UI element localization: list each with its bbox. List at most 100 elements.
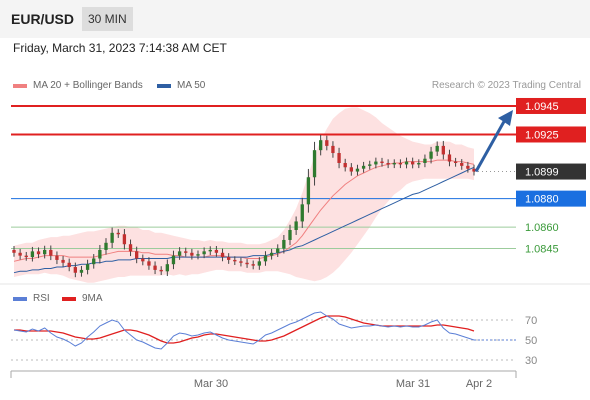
candle-body	[98, 249, 102, 259]
candle-body	[208, 249, 212, 252]
candle-body	[429, 151, 433, 159]
symbol-title: EUR/USD	[11, 11, 75, 27]
candle-body	[386, 162, 390, 165]
last-price-label: 1.0899	[525, 167, 559, 179]
candle-body	[251, 264, 255, 266]
candle-body	[374, 161, 378, 165]
level-label-3: 1.0880	[525, 194, 559, 206]
level-label-5: 1.0845	[525, 244, 559, 256]
candle-body	[453, 161, 458, 163]
candle-body	[441, 145, 445, 155]
candle-body	[466, 165, 470, 169]
x-tick-label: Mar 31	[396, 378, 430, 390]
legend-label-ma20: MA 20 + Bollinger Bands	[33, 80, 143, 91]
candle-body	[417, 162, 421, 165]
candle-body	[128, 244, 133, 252]
candle-body	[171, 255, 176, 265]
candle-body	[269, 252, 274, 256]
ma20-line	[13, 159, 475, 262]
candle-body	[49, 249, 53, 256]
rsi-tick-label: 50	[525, 335, 537, 347]
legend-label-ma50: MA 50	[177, 80, 206, 91]
candle-body	[165, 264, 169, 272]
candle-body	[36, 251, 41, 255]
candle-body	[239, 261, 243, 263]
candle-body	[355, 168, 360, 172]
timeframe-badge[interactable]: 30 MIN	[82, 7, 133, 31]
candle-body	[61, 259, 65, 263]
candle-body	[447, 154, 452, 162]
candle-body	[472, 168, 476, 172]
candle-body	[202, 251, 206, 255]
legend-9ma: 9MA	[62, 293, 103, 304]
bollinger-band	[14, 107, 474, 283]
x-tick-label: Apr 2	[466, 378, 492, 390]
candle-body	[159, 269, 163, 272]
legend-swatch-9ma	[62, 296, 76, 301]
legend-swatch-rsi	[13, 296, 27, 301]
candle-body	[73, 267, 77, 273]
candle-body	[79, 269, 84, 273]
legend-swatch-ma50	[157, 83, 171, 88]
candle-body	[325, 140, 329, 146]
level-badge-3	[516, 190, 586, 207]
candle-body	[85, 264, 90, 270]
candle-body	[380, 161, 384, 163]
rsi-tick-label: 70	[525, 315, 537, 327]
candle-body	[288, 229, 292, 240]
candle-body	[30, 251, 35, 258]
candle-body	[153, 265, 157, 270]
level-badge-0	[516, 97, 586, 114]
credit-text: Research © 2023 Trading Central	[431, 80, 581, 91]
candle-body	[55, 255, 59, 260]
level-label-1: 1.0925	[525, 129, 559, 141]
candle-body	[398, 162, 403, 165]
candle-body	[404, 161, 409, 165]
candle-body	[135, 251, 139, 259]
candle-body	[177, 251, 182, 256]
candle-body	[116, 232, 120, 235]
candle-body	[92, 258, 96, 265]
projection-arrow-shaft	[474, 117, 508, 173]
x-tick-label: Mar 30	[194, 378, 228, 390]
level-badge-1	[516, 126, 586, 143]
candle-body	[300, 204, 304, 222]
legend-ma20-bollinger: MA 20 + Bollinger Bands	[13, 80, 143, 91]
candle-body	[196, 254, 200, 256]
candle-body	[104, 242, 108, 250]
candle-body	[12, 249, 16, 253]
candle-body	[190, 252, 194, 256]
candle-body	[294, 221, 298, 230]
level-label-4: 1.0860	[525, 222, 559, 234]
rsi-tick-label: 30	[525, 355, 537, 367]
candle-body	[147, 261, 151, 266]
candle-body	[312, 150, 317, 178]
candle-body	[24, 255, 28, 258]
candle-body	[141, 258, 145, 262]
candle-body	[306, 177, 311, 205]
candle-body	[184, 251, 188, 253]
candle-body	[319, 140, 323, 151]
rsi-line	[13, 311, 475, 350]
candle-body	[349, 167, 353, 172]
candle-body	[411, 161, 415, 165]
timestamp: Friday, March 31, 2023 7:14:38 AM CET	[13, 41, 227, 55]
level-label-0: 1.0945	[525, 101, 559, 113]
candle-body	[18, 252, 22, 256]
candle-body	[331, 145, 335, 154]
candle-body	[110, 232, 114, 243]
candle-body	[214, 249, 219, 253]
legend-rsi: RSI	[13, 293, 50, 304]
candle-body	[435, 145, 439, 152]
candle-body	[263, 255, 268, 262]
ma50-line	[13, 166, 475, 274]
candle-body	[67, 262, 71, 268]
candle-body	[227, 257, 231, 260]
legend-swatch-ma20	[13, 83, 27, 88]
candle-body	[282, 239, 286, 249]
candle-body	[257, 261, 261, 266]
candle-body	[233, 259, 237, 262]
candle-body	[460, 162, 464, 166]
legend-ma50: MA 50	[157, 80, 205, 91]
